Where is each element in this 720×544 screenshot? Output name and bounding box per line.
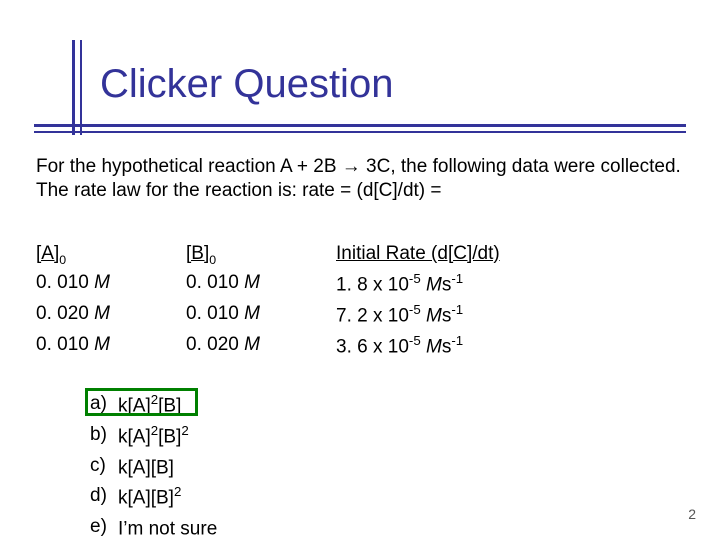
option-text: k[A]2[B]2 [118,421,189,452]
correct-answer-highlight [85,388,198,416]
accent-horizontal-thin [34,131,686,133]
cell-a: 0. 020 M [36,300,186,331]
cell-rate: 7. 2 x 10-5 Ms-1 [336,300,666,331]
option-e[interactable]: e) I’m not sure [90,513,217,544]
blurb-prefix: For the hypothetical reaction A + 2B [36,156,342,177]
accent-vertical-thick [72,40,75,135]
accent-vertical-thin [80,40,82,135]
header-b: [B]0 [186,240,336,269]
option-text: I’m not sure [118,513,217,544]
reaction-arrow: → [342,156,361,177]
cell-a: 0. 010 M [36,269,186,300]
option-d[interactable]: d) k[A][B]2 [90,482,217,513]
option-letter: b) [90,421,118,452]
option-b[interactable]: b) k[A]2[B]2 [90,421,217,452]
cell-b: 0. 020 M [186,331,336,362]
cell-b: 0. 010 M [186,300,336,331]
option-text: k[A][B]2 [118,482,181,513]
option-letter: d) [90,482,118,513]
option-text: k[A][B] [118,452,174,483]
table-header-row: [A]0 [B]0 Initial Rate (d[C]/dt) [36,240,676,269]
option-letter: e) [90,513,118,544]
cell-rate: 1. 8 x 10-5 Ms-1 [336,269,666,300]
cell-a: 0. 010 M [36,331,186,362]
cell-rate: 3. 6 x 10-5 Ms-1 [336,331,666,362]
cell-b: 0. 010 M [186,269,336,300]
table-row: 0. 010 M 0. 010 M 1. 8 x 10-5 Ms-1 [36,269,676,300]
option-c[interactable]: c) k[A][B] [90,452,217,483]
header-rate: Initial Rate (d[C]/dt) [336,240,666,269]
data-table: [A]0 [B]0 Initial Rate (d[C]/dt) 0. 010 … [36,240,676,362]
page-number: 2 [688,506,696,522]
header-a: [A]0 [36,240,186,269]
accent-horizontal-thick [34,124,686,127]
slide-title: Clicker Question [100,62,393,107]
question-text: For the hypothetical reaction A + 2B → 3… [36,155,686,203]
option-letter: c) [90,452,118,483]
table-row: 0. 010 M 0. 020 M 3. 6 x 10-5 Ms-1 [36,331,676,362]
table-row: 0. 020 M 0. 010 M 7. 2 x 10-5 Ms-1 [36,300,676,331]
